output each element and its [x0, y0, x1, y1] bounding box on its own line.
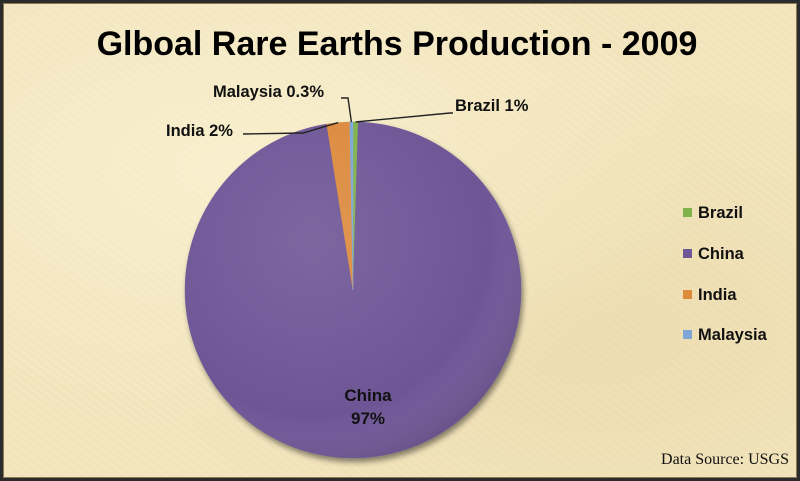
data-label-brazil: Brazil 1%: [455, 97, 529, 115]
data-source-note: Data Source: USGS: [661, 451, 789, 468]
leader-line-malaysia: [341, 97, 353, 123]
legend-label-india: India: [698, 286, 737, 304]
data-label-china-percent: 97%: [351, 409, 385, 428]
legend-label-china: China: [698, 245, 745, 263]
legend-swatch-china: [683, 249, 692, 258]
data-label-malaysia: Malaysia 0.3%: [213, 83, 324, 101]
data-label-india: India 2%: [166, 122, 233, 140]
legend-label-malaysia: Malaysia: [698, 326, 768, 344]
leader-line-india: [242, 121, 339, 135]
legend-swatch-malaysia: [683, 330, 692, 339]
legend-swatch-india: [683, 290, 692, 299]
legend-label-brazil: Brazil: [698, 204, 743, 222]
pie-chart: Glboal Rare Earths Production - 2009 Mal…: [97, 25, 789, 468]
legend: Brazil China India Malaysia: [683, 204, 768, 344]
chart-title: Glboal Rare Earths Production - 2009: [97, 25, 698, 63]
pie-slices: [184, 121, 522, 459]
legend-swatch-brazil: [683, 208, 692, 217]
data-label-china: China: [344, 386, 392, 405]
leader-line-brazil: [355, 112, 453, 123]
